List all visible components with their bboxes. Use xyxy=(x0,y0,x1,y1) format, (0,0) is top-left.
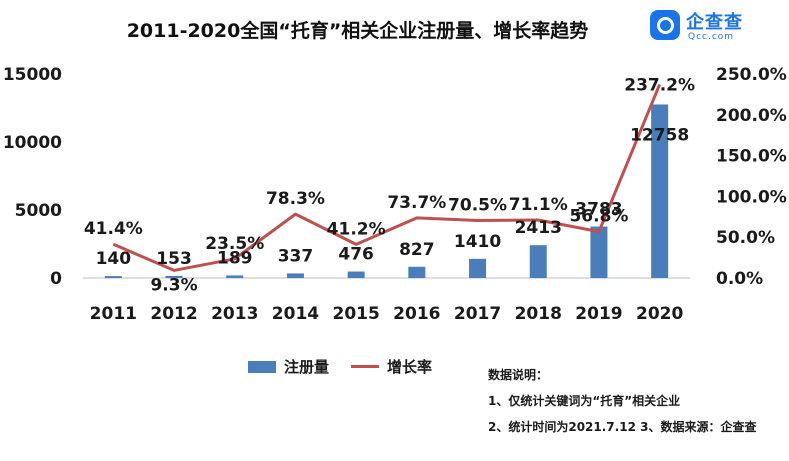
legend-item-growth: 增长率 xyxy=(351,356,432,377)
bar xyxy=(226,275,244,278)
bar xyxy=(408,266,426,278)
y-left-tick-label: 10000 xyxy=(3,133,62,153)
notes-line-2: 2、统计时间为2021.7.12 3、数据来源：企查查 xyxy=(488,420,757,434)
line-value-label: 9.3% xyxy=(150,275,197,295)
y-left-tick-label: 0 xyxy=(50,269,62,289)
line-value-label: 237.2% xyxy=(624,75,695,95)
bar xyxy=(104,276,122,278)
bar-value-label: 12758 xyxy=(630,125,689,145)
x-tick-label: 2020 xyxy=(636,304,683,324)
y-right-tick-label: 150.0% xyxy=(716,147,787,167)
line-value-label: 70.5% xyxy=(448,195,507,215)
x-tick-label: 2011 xyxy=(90,304,137,324)
notes-heading: 数据说明： xyxy=(488,368,549,382)
line-value-label: 41.4% xyxy=(84,219,143,239)
bar xyxy=(469,258,487,278)
logo-text: 企查查 xyxy=(686,12,743,33)
y-left-tick-label: 15000 xyxy=(3,65,62,85)
line-value-label: 71.1% xyxy=(509,195,568,215)
legend-item-registrations: 注册量 xyxy=(248,356,329,377)
chart-title: 2011-2020全国“托育”相关企业注册量、增长率趋势 xyxy=(126,20,589,42)
x-tick-label: 2013 xyxy=(211,304,258,324)
search-logo-icon xyxy=(650,10,680,40)
legend-label-growth: 增长率 xyxy=(387,358,433,376)
x-tick-label: 2012 xyxy=(150,304,197,324)
x-tick-label: 2018 xyxy=(515,304,562,324)
notes-line-1: 1、仅统计关键词为“托育”相关企业 xyxy=(488,394,681,408)
bar-value-label: 140 xyxy=(96,249,132,269)
legend: 注册量 增长率 xyxy=(248,356,454,377)
qcc-logo: 企查查 Qcc.com xyxy=(650,8,785,48)
bar-value-label: 153 xyxy=(156,249,192,269)
line-value-label: 56.8% xyxy=(569,207,628,227)
bar xyxy=(651,104,669,278)
bar xyxy=(529,245,547,278)
bar-value-label: 337 xyxy=(278,246,314,266)
y-right-tick-label: 250.0% xyxy=(716,65,787,85)
legend-swatch-line xyxy=(351,365,380,368)
bar-value-label: 1410 xyxy=(454,232,501,252)
line-value-label: 73.7% xyxy=(387,193,446,213)
bar-value-label: 827 xyxy=(399,240,435,260)
bar xyxy=(286,273,304,278)
x-tick-label: 2019 xyxy=(575,304,622,324)
x-tick-label: 2015 xyxy=(332,304,379,324)
line-value-label: 78.3% xyxy=(266,189,325,209)
y-left-tick-label: 5000 xyxy=(15,201,62,221)
bar xyxy=(347,271,365,278)
legend-label-registrations: 注册量 xyxy=(284,358,330,376)
logo-subtext: Qcc.com xyxy=(688,32,735,42)
bar-value-label: 2413 xyxy=(515,218,562,238)
data-notes: 数据说明： 1、仅统计关键词为“托育”相关企业 2、统计时间为2021.7.12… xyxy=(488,362,756,440)
legend-swatch-bar xyxy=(248,360,276,373)
y-right-tick-label: 200.0% xyxy=(716,106,787,126)
y-right-tick-label: 100.0% xyxy=(716,187,787,207)
bar xyxy=(590,226,608,278)
y-right-tick-label: 50.0% xyxy=(716,228,775,248)
y-right-tick-label: 0.0% xyxy=(716,269,763,289)
x-tick-label: 2014 xyxy=(272,304,319,324)
bar xyxy=(165,275,183,278)
bar-value-label: 189 xyxy=(217,248,253,268)
x-tick-label: 2016 xyxy=(393,304,440,324)
line-value-label: 41.2% xyxy=(327,219,386,239)
line-value-label: 23.5% xyxy=(205,234,264,254)
bar-value-label: 476 xyxy=(338,245,374,265)
bar-value-label: 3783 xyxy=(575,200,622,220)
x-tick-label: 2017 xyxy=(454,304,501,324)
growth-line xyxy=(112,83,662,272)
